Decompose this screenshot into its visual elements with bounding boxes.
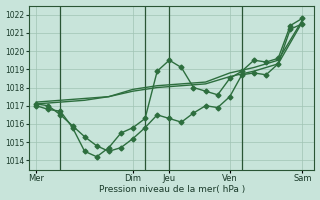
X-axis label: Pression niveau de la mer( hPa ): Pression niveau de la mer( hPa ) [99, 185, 245, 194]
